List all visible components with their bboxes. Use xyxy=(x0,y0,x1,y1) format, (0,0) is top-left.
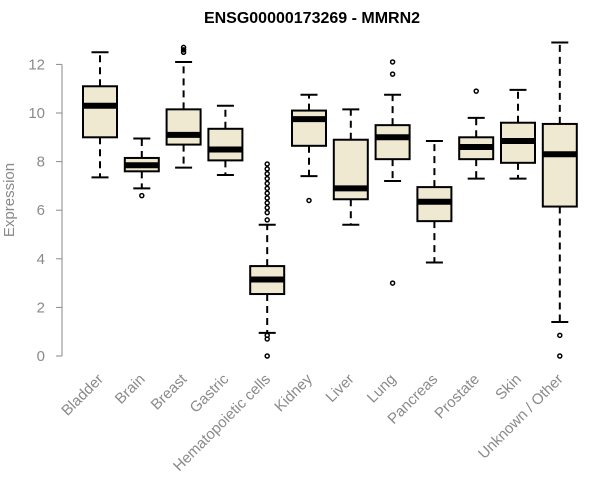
outlier-point xyxy=(264,175,270,182)
x-tick-label: Liver xyxy=(323,371,358,406)
box-group-9 xyxy=(416,139,453,264)
outlier-point xyxy=(264,185,270,192)
x-tick-label: Kidney xyxy=(271,370,316,415)
box xyxy=(207,127,244,162)
outlier-point xyxy=(264,166,270,172)
box-group-12 xyxy=(541,41,578,359)
box xyxy=(374,124,411,161)
y-tick-label: 10 xyxy=(28,105,45,122)
box-group-2 xyxy=(123,137,160,199)
boxes-layer xyxy=(82,41,578,359)
y-axis: 0 2 4 6 8 10 12 xyxy=(28,56,63,365)
x-tick-label: Lung xyxy=(364,371,400,407)
box-group-11 xyxy=(500,88,536,180)
y-tick-label: 2 xyxy=(37,299,45,316)
y-tick-label: 8 xyxy=(37,154,45,171)
box-group-1 xyxy=(82,51,118,179)
box-group-5 xyxy=(249,161,286,359)
outlier-point xyxy=(389,59,396,65)
y-axis-title: Expression xyxy=(1,163,18,237)
x-tick-label: Breast xyxy=(148,370,191,413)
outlier-point xyxy=(389,280,396,286)
y-tick-label: 12 xyxy=(28,56,45,73)
box xyxy=(165,108,202,146)
outlier-point xyxy=(264,217,270,223)
outlier-point xyxy=(264,195,270,201)
outlier-point xyxy=(180,44,187,51)
outlier-point xyxy=(306,197,312,204)
outlier-point xyxy=(389,71,396,77)
outlier-point xyxy=(180,49,187,55)
outlier-point xyxy=(264,353,270,359)
outlier-point xyxy=(180,47,187,53)
outlier-point xyxy=(264,180,270,187)
x-tick-label: Bladder xyxy=(58,371,107,420)
chart-title: ENSG00000173269 - MMRN2 xyxy=(204,10,420,27)
outlier-point xyxy=(264,171,270,177)
outlier-point xyxy=(557,353,563,359)
y-tick-label: 0 xyxy=(37,348,45,365)
outlier-point xyxy=(264,209,270,216)
outlier-point xyxy=(264,205,270,211)
outlier-point xyxy=(264,200,270,206)
box xyxy=(291,109,327,147)
x-tick-label: Prostate xyxy=(431,371,483,423)
outlier-point xyxy=(264,332,270,339)
box-group-7 xyxy=(332,108,369,226)
box-group-10 xyxy=(458,88,495,180)
box-group-8 xyxy=(374,59,411,286)
outlier-point xyxy=(557,332,563,339)
outlier-point xyxy=(264,161,270,167)
outlier-point xyxy=(139,192,145,199)
box xyxy=(82,85,118,139)
y-tick-label: 6 xyxy=(37,202,45,219)
box-group-4 xyxy=(207,104,244,176)
box-group-3 xyxy=(165,44,202,169)
x-tick-label: Brain xyxy=(112,371,149,408)
outlier-point xyxy=(264,190,270,196)
box xyxy=(541,122,578,208)
y-tick-label: 4 xyxy=(37,251,45,268)
box-group-6 xyxy=(291,93,327,204)
outlier-point xyxy=(473,88,479,94)
x-tick-label: Skin xyxy=(492,371,525,404)
